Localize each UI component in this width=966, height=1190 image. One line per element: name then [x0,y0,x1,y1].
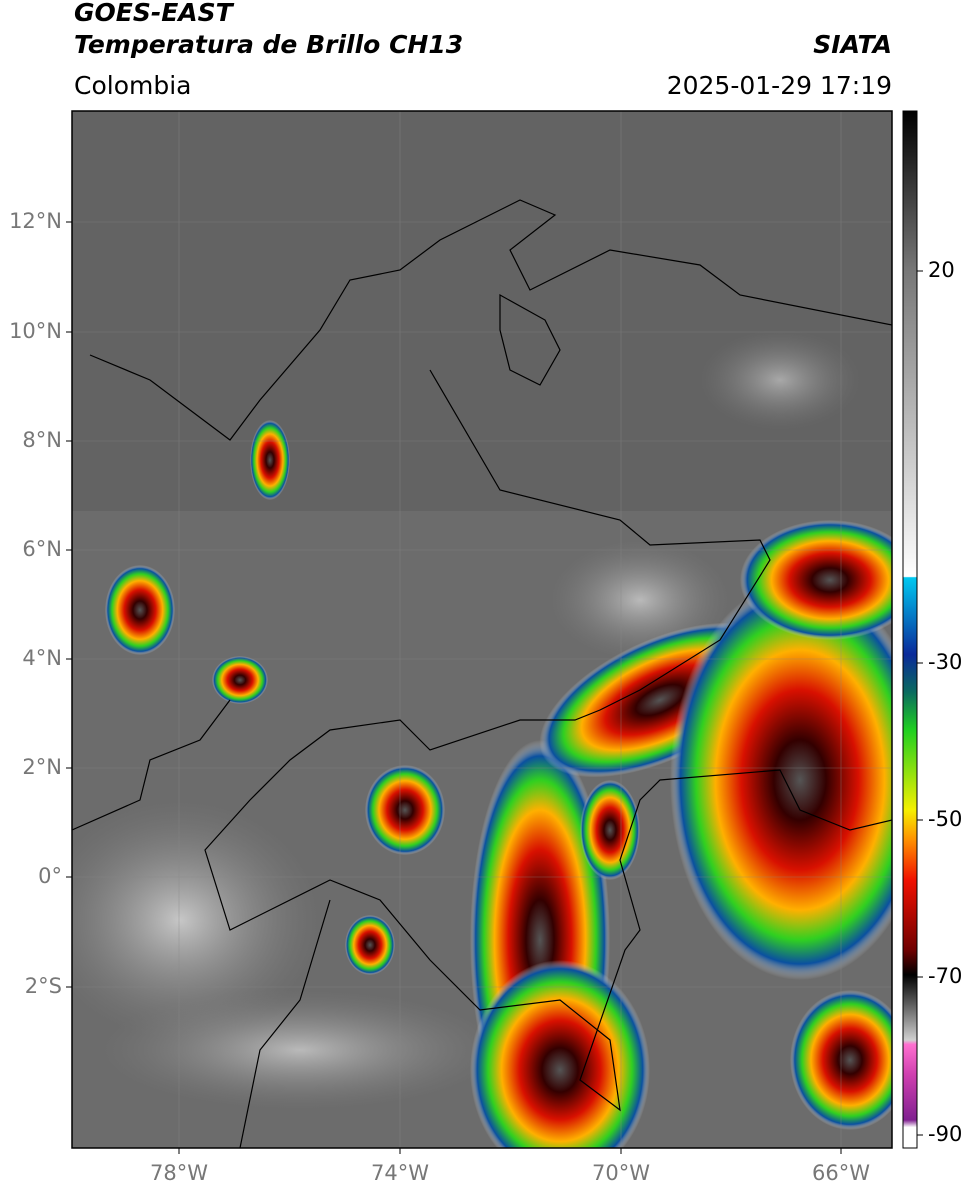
lat-label: 0° [38,864,62,888]
lat-label: 6°N [22,537,62,561]
lon-label: 74°W [371,1161,429,1185]
lat-label: 10°N [9,319,62,343]
colorbar-label: -90 [928,1122,962,1146]
lat-label: 2°S [25,974,62,998]
map-frame [71,110,893,1149]
lat-label: 4°N [22,646,62,670]
title: GOES-EAST [74,0,235,27]
title: Temperatura de Brillo CH13 [74,30,463,59]
colorbar-label: 20 [928,258,955,282]
satellite-image [72,111,892,1148]
colorbar-label: -50 [928,807,962,831]
colorbar-label: -30 [928,650,962,674]
lat-label: 2°N [22,755,62,779]
region: Colombia [74,71,191,100]
datetime: 2025-01-29 17:19 [667,71,892,100]
lon-label: 66°W [812,1161,870,1185]
colorbar [902,110,918,1149]
lat-label: 8°N [22,428,62,452]
lat-label: 12°N [9,209,62,233]
lon-label: 78°W [150,1161,208,1185]
lon-label: 70°W [592,1161,650,1185]
colorbar-label: -70 [928,964,962,988]
source: SIATA [813,30,892,59]
